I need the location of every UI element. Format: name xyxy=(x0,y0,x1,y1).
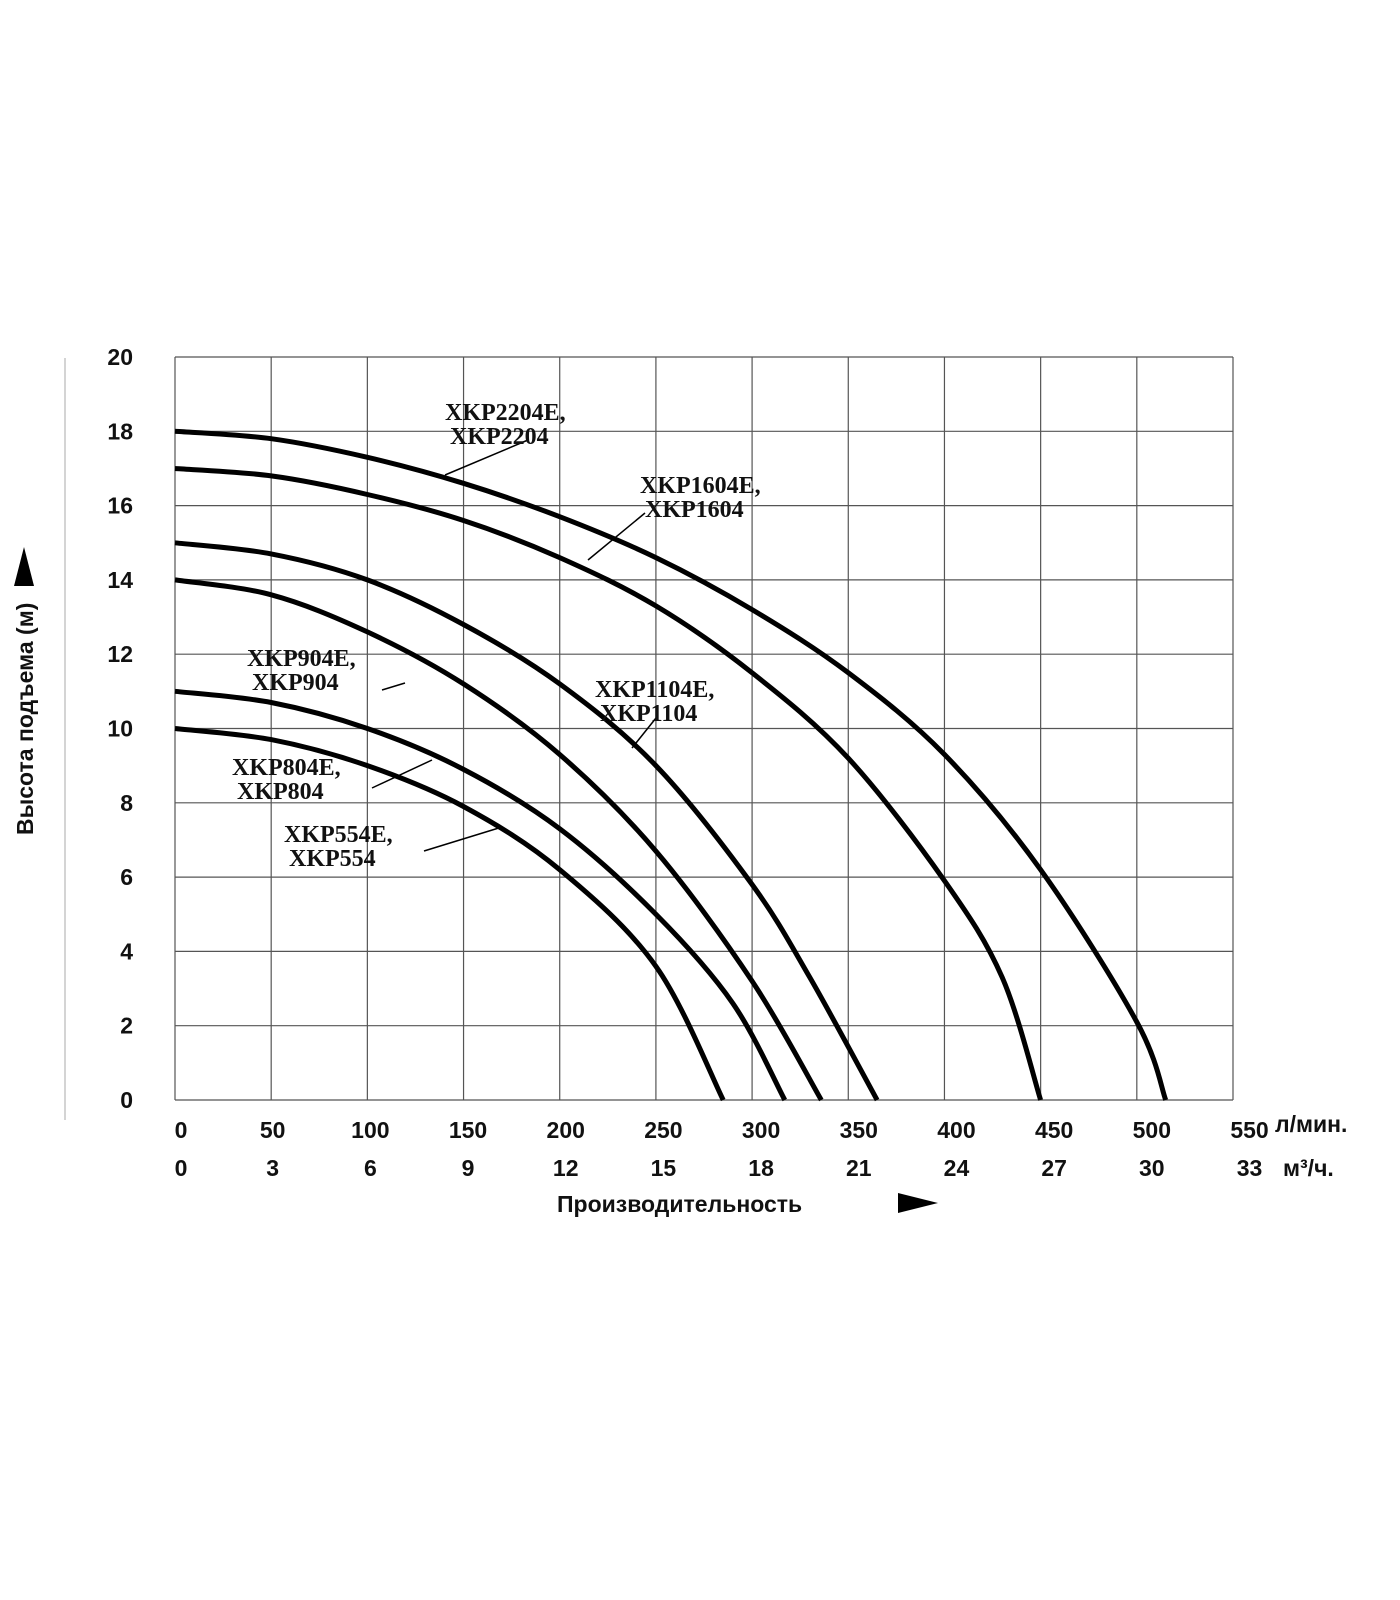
x-tick-label-primary: 300 xyxy=(742,1117,780,1143)
x-tick-label-primary: 500 xyxy=(1133,1117,1171,1143)
x-axis-arrow-icon xyxy=(898,1193,938,1213)
series-label-leader xyxy=(371,759,433,789)
x-tick-label-secondary: 30 xyxy=(1139,1155,1165,1181)
series-label-line: XKP1104E, xyxy=(595,677,714,703)
series-label-leader xyxy=(631,717,657,749)
x-tick-label-primary: 250 xyxy=(644,1117,682,1143)
x-tick-label-secondary: 15 xyxy=(651,1155,677,1181)
series-label-line: XKP1104 xyxy=(600,701,697,727)
series-label-line: XKP904 xyxy=(252,670,339,696)
y-tick-label: 4 xyxy=(120,938,133,964)
x-tick-label-secondary: 6 xyxy=(364,1155,377,1181)
curve-series-5 xyxy=(174,726,726,1102)
series-label: XKP2204E, XKP2204 xyxy=(445,400,566,450)
y-tick-label: 2 xyxy=(120,1013,133,1039)
x-tick-label-secondary: 18 xyxy=(748,1155,774,1181)
y-tick-label: 16 xyxy=(107,493,133,519)
x-tick-label-secondary: 21 xyxy=(846,1155,872,1181)
curve-series-0 xyxy=(174,428,1169,1101)
series-label-line: XKP554E, xyxy=(284,822,393,848)
series-label: XKP1104E, XKP1104 xyxy=(595,677,714,727)
y-tick-label: 6 xyxy=(120,864,133,890)
x-unit-primary: л/мин. xyxy=(1275,1111,1347,1137)
series-label-line: XKP804E, xyxy=(232,755,341,781)
y-tick-label: 20 xyxy=(107,344,133,370)
x-axis-title: Производительность xyxy=(557,1191,802,1217)
series-label: XKP554E, XKP554 xyxy=(284,822,393,872)
y-axis-ticks: 0 2 4 6 8 10 12 14 16 18 20 xyxy=(107,344,133,1113)
series-label-line: XKP2204 xyxy=(450,424,549,450)
series-label-leader xyxy=(587,512,646,561)
series-label-line: XKP1604 xyxy=(645,497,744,523)
series-label: XKP804E, XKP804 xyxy=(232,755,341,805)
x-tick-label-primary: 550 xyxy=(1230,1117,1268,1143)
x-tick-label-primary: 100 xyxy=(351,1117,389,1143)
x-tick-label-secondary: 12 xyxy=(553,1155,579,1181)
series-label-line: XKP2204E, xyxy=(445,400,566,426)
series-label-line: XKP804 xyxy=(237,779,324,805)
series-label-leader xyxy=(381,682,406,691)
x-tick-label-secondary: 24 xyxy=(944,1155,970,1181)
x-tick-label-primary: 450 xyxy=(1035,1117,1073,1143)
series-label-leader xyxy=(444,439,529,476)
x-tick-label-secondary: 3 xyxy=(266,1155,279,1181)
x-tick-label-primary: 400 xyxy=(937,1117,975,1143)
grid xyxy=(64,356,1234,1120)
x-tick-label-secondary: 9 xyxy=(462,1155,475,1181)
performance-curves xyxy=(174,428,1169,1102)
x-tick-label-primary: 200 xyxy=(547,1117,585,1143)
y-tick-label: 14 xyxy=(107,567,133,593)
y-tick-label: 0 xyxy=(120,1087,133,1113)
series-label-line: XKP1604E, xyxy=(640,473,761,499)
x-tick-label-secondary: 0 xyxy=(175,1155,188,1181)
series-label-leader xyxy=(423,826,503,852)
curve-series-3 xyxy=(174,577,824,1102)
x-tick-label-primary: 50 xyxy=(260,1117,286,1143)
y-tick-label: 12 xyxy=(107,641,133,667)
curve-series-1 xyxy=(174,466,1043,1101)
x-tick-label-primary: 0 xyxy=(175,1117,188,1143)
series-label: XKP904E, XKP904 xyxy=(247,646,356,696)
x-axis-ticks: 0 50 100 150 200 250 300 350 400 450 500 550 0 3 6 9 12 1… xyxy=(175,1117,1269,1181)
series-labels: XKP2204E, XKP2204 XKP1604E, XKP1604 XKP1104E… xyxy=(232,400,761,872)
y-axis-title: Высота подъема (м) xyxy=(12,603,38,835)
x-tick-label-primary: 350 xyxy=(840,1117,878,1143)
series-label-line: XKP554 xyxy=(289,846,376,872)
x-unit-secondary: м³/ч. xyxy=(1283,1155,1334,1181)
x-tick-label-primary: 150 xyxy=(449,1117,487,1143)
y-axis-arrow-icon xyxy=(14,547,34,586)
x-tick-label-secondary: 33 xyxy=(1237,1155,1263,1181)
series-label: XKP1604E, XKP1604 xyxy=(640,473,761,523)
curve-series-2 xyxy=(174,540,880,1102)
y-tick-label: 8 xyxy=(120,790,133,816)
y-tick-label: 10 xyxy=(107,716,133,742)
x-tick-label-secondary: 27 xyxy=(1041,1155,1067,1181)
series-label-line: XKP904E, xyxy=(247,646,356,672)
y-tick-label: 18 xyxy=(107,418,133,444)
curve-series-4 xyxy=(174,688,787,1102)
